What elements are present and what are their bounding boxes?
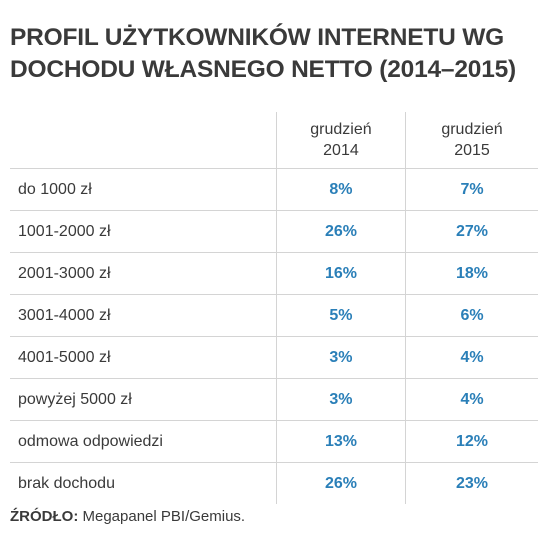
- income-profile-table: grudzień 2014 grudzień 2015 do 1000 zł 8…: [10, 112, 538, 504]
- value-2015: 4%: [405, 378, 538, 421]
- value-2014: 26%: [275, 462, 406, 504]
- value-2015: 23%: [405, 462, 538, 504]
- source-value: Megapanel PBI/Gemius.: [82, 508, 246, 525]
- table-row: 4001-5000 zł 3% 4%: [10, 336, 538, 379]
- header-2014-month: grudzień: [310, 121, 372, 138]
- row-label: 2001-3000 zł: [10, 252, 277, 295]
- value-2014: 3%: [275, 378, 406, 421]
- value-2015: 18%: [405, 252, 538, 295]
- row-label: 3001-4000 zł: [10, 294, 277, 337]
- page-title: PROFIL UŻYTKOWNIKÓW INTERNETU WG DOCHODU…: [10, 22, 540, 86]
- row-label: 4001-5000 zł: [10, 336, 277, 379]
- value-2015: 27%: [405, 210, 538, 253]
- header-december-2014: grudzień 2014: [275, 112, 406, 169]
- source-key: ŹRÓDŁO:: [10, 508, 79, 525]
- table-row: 1001-2000 zł 26% 27%: [10, 210, 538, 253]
- value-2014: 26%: [275, 210, 406, 253]
- table-row: do 1000 zł 8% 7%: [10, 168, 538, 211]
- value-2015: 7%: [405, 168, 538, 211]
- header-2014-year: 2014: [323, 142, 359, 159]
- row-label: odmowa odpowiedzi: [10, 420, 277, 463]
- value-2014: 5%: [275, 294, 406, 337]
- value-2015: 4%: [405, 336, 538, 379]
- value-2015: 6%: [405, 294, 538, 337]
- row-label: do 1000 zł: [10, 168, 277, 211]
- row-label: powyżej 5000 zł: [10, 378, 277, 421]
- table-header-row: grudzień 2014 grudzień 2015: [10, 112, 538, 169]
- value-2014: 16%: [275, 252, 406, 295]
- row-label: brak dochodu: [18, 474, 115, 492]
- header-2015-year: 2015: [454, 142, 490, 159]
- table-row: 2001-3000 zł 16% 18%: [10, 252, 538, 295]
- table-row: brak dochodu 26% 23%: [10, 462, 538, 504]
- title-line-2: DOCHODU WŁASNEGO NETTO (2014–2015): [10, 56, 517, 83]
- value-2015: 12%: [405, 420, 538, 463]
- value-2014: 13%: [275, 420, 406, 463]
- header-2015-month: grudzień: [441, 121, 503, 138]
- source-note: ŹRÓDŁO: Megapanel PBI/Gemius.: [10, 508, 245, 525]
- table-row: odmowa odpowiedzi 13% 12%: [10, 420, 538, 463]
- title-line-1: PROFIL UŻYTKOWNIKÓW INTERNETU WG: [10, 24, 504, 51]
- header-empty-cell: [10, 112, 277, 169]
- row-label: 1001-2000 zł: [10, 210, 277, 253]
- value-2014: 3%: [275, 336, 406, 379]
- header-december-2015: grudzień 2015: [405, 112, 538, 169]
- table-row: 3001-4000 zł 5% 6%: [10, 294, 538, 337]
- table-row: powyżej 5000 zł 3% 4%: [10, 378, 538, 421]
- value-2014: 8%: [275, 168, 406, 211]
